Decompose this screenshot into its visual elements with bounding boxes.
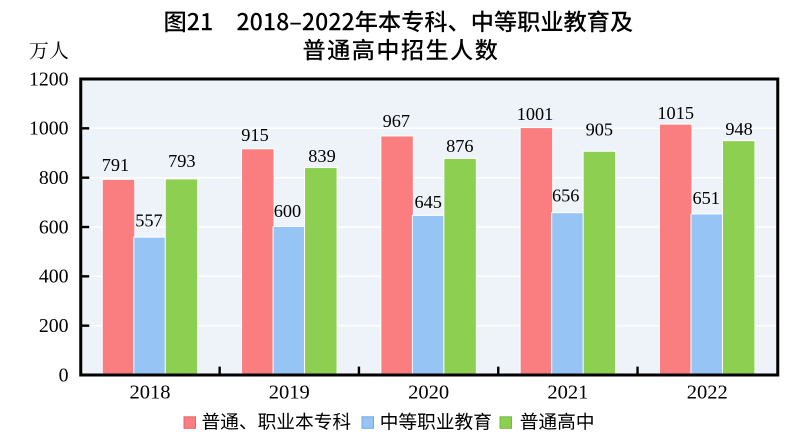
svg-text:791: 791 — [102, 155, 129, 175]
svg-text:967: 967 — [383, 111, 410, 131]
svg-text:645: 645 — [414, 192, 441, 212]
svg-text:1015: 1015 — [657, 103, 694, 123]
svg-text:793: 793 — [168, 151, 195, 171]
svg-text:2021: 2021 — [547, 382, 588, 404]
svg-text:600: 600 — [274, 201, 301, 221]
svg-text:200: 200 — [39, 315, 69, 337]
svg-text:2019: 2019 — [269, 382, 310, 404]
svg-text:800: 800 — [39, 167, 69, 189]
svg-text:839: 839 — [308, 146, 335, 166]
svg-text:915: 915 — [241, 125, 268, 145]
svg-text:600: 600 — [39, 216, 69, 238]
svg-text:1200: 1200 — [29, 68, 69, 90]
svg-text:400: 400 — [39, 266, 69, 288]
svg-text:2018: 2018 — [130, 382, 171, 404]
svg-text:557: 557 — [135, 210, 162, 230]
svg-text:1001: 1001 — [517, 104, 554, 124]
svg-text:651: 651 — [692, 188, 719, 208]
svg-text:656: 656 — [552, 185, 579, 205]
svg-text:1000: 1000 — [29, 118, 69, 140]
svg-text:876: 876 — [446, 136, 473, 156]
svg-text:905: 905 — [586, 119, 613, 139]
svg-text:2020: 2020 — [408, 382, 449, 404]
svg-text:948: 948 — [725, 119, 752, 139]
svg-text:2022: 2022 — [687, 382, 728, 404]
svg-text:0: 0 — [59, 364, 69, 386]
